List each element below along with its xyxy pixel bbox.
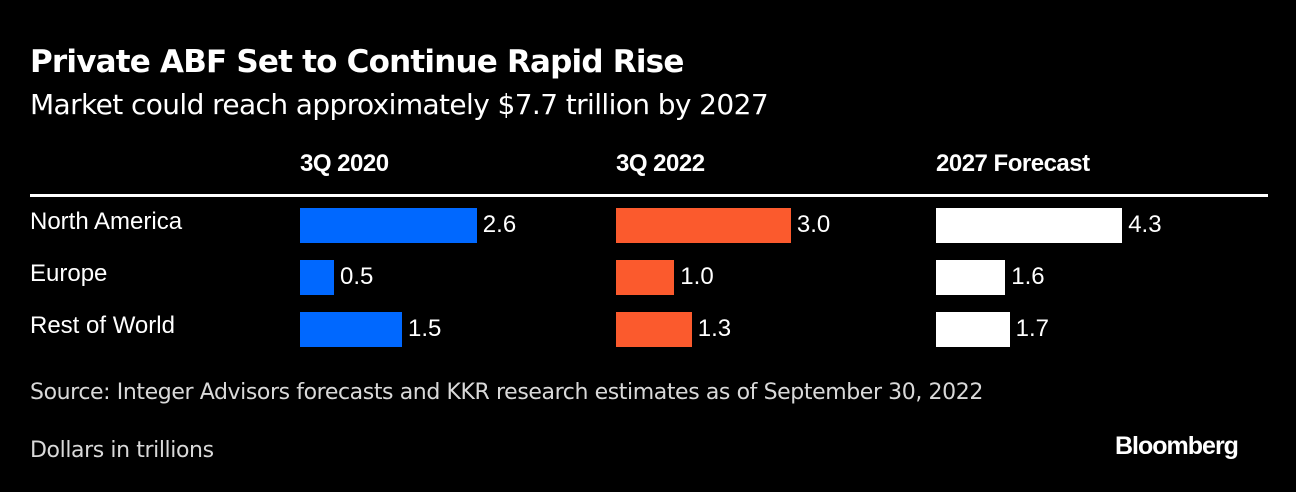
bar-0-2 [300, 312, 402, 347]
bar-2-2 [936, 312, 1010, 347]
bar-1-0 [616, 208, 791, 243]
bar-0-0 [300, 208, 477, 243]
column-header-2: 2027 Forecast [936, 150, 1090, 177]
header-rule [30, 194, 1268, 197]
bar-1-2 [616, 312, 692, 347]
units-note: Dollars in trillions [30, 438, 214, 463]
bar-2-0 [936, 208, 1123, 243]
value-label-2-2: 1.7 [1015, 315, 1049, 342]
column-header-1: 3Q 2022 [616, 150, 705, 177]
source-note: Source: Integer Advisors forecasts and K… [30, 380, 983, 405]
bloomberg-logo: Bloomberg [1115, 432, 1239, 460]
value-label-2-1: 1.6 [1011, 263, 1045, 290]
chart-title: Private ABF Set to Continue Rapid Rise [30, 44, 684, 80]
bar-0-1 [300, 260, 334, 295]
column-header-0: 3Q 2020 [300, 150, 389, 177]
value-label-0-1: 0.5 [340, 263, 374, 290]
value-label-2-0: 4.3 [1128, 211, 1162, 238]
value-label-1-0: 3.0 [796, 211, 831, 238]
value-label-1-2: 1.3 [697, 315, 732, 342]
value-label-1-1: 1.0 [680, 263, 714, 290]
value-label-0-0: 2.6 [482, 211, 517, 238]
row-label-1: Europe [30, 260, 108, 287]
bar-2-1 [936, 260, 1006, 295]
row-label-0: North America [30, 208, 183, 235]
row-label-2: Rest of World [30, 312, 175, 339]
bar-1-1 [616, 260, 675, 295]
value-label-0-2: 1.5 [408, 315, 442, 342]
chart-subtitle: Market could reach approximately $7.7 tr… [30, 88, 769, 121]
